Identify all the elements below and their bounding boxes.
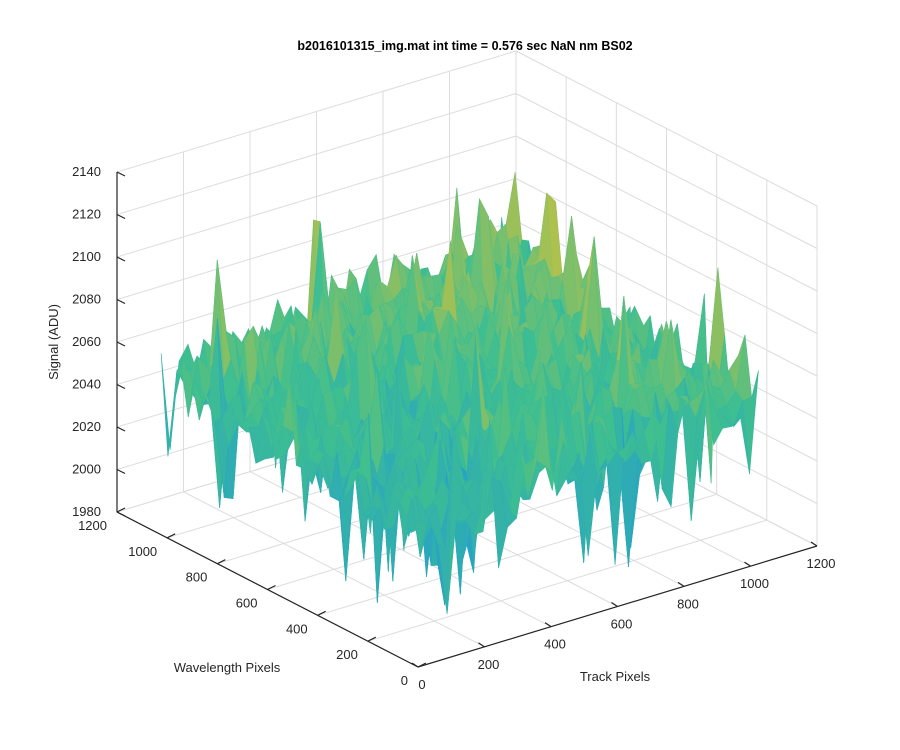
y-tick-label: 800	[186, 570, 208, 585]
x-tick-label: 800	[677, 596, 699, 611]
x-tick-label: 1200	[807, 556, 836, 571]
z-tick-mark	[116, 298, 126, 305]
y-tick-mark	[116, 507, 126, 513]
y-tick-mark	[217, 559, 226, 565]
z-tick-label: 2120	[72, 207, 101, 222]
chart-title: b2016101315_img.mat int time = 0.576 sec…	[297, 39, 632, 53]
y-tick-mark	[317, 610, 326, 616]
z-tick-mark	[116, 213, 126, 220]
z-tick-label: 2000	[72, 462, 101, 477]
z-tick-mark	[116, 426, 126, 432]
y-tick-mark	[417, 662, 427, 668]
x-tick-mark	[677, 581, 685, 587]
y-tick-label: 1200	[78, 518, 107, 533]
grid-line	[367, 519, 767, 642]
y-tick-label: 1000	[128, 544, 157, 559]
z-tick-mark	[116, 511, 126, 517]
z-tick-label: 2040	[72, 377, 101, 392]
z-tick-label: 2060	[72, 334, 101, 349]
x-tick-label: 400	[544, 637, 566, 652]
x-tick-mark	[744, 561, 751, 567]
z-tick-label: 2140	[72, 164, 101, 179]
surface-layer	[160, 172, 759, 614]
x-tick-mark	[611, 602, 618, 607]
x-tick-mark	[810, 541, 818, 547]
x-axis-label: Track Pixels	[580, 669, 651, 684]
y-tick-label: 600	[236, 596, 258, 611]
y-tick-label: 400	[286, 621, 308, 636]
x-tick-label: 1000	[740, 576, 769, 591]
z-tick-label: 2100	[72, 249, 101, 264]
z-tick-label: 2020	[72, 419, 101, 434]
x-tick-mark	[544, 622, 552, 628]
z-tick-mark	[116, 171, 126, 177]
z-axis-label: Signal (ADU)	[46, 304, 61, 380]
y-tick-mark	[367, 636, 377, 642]
x-tick-mark	[411, 662, 419, 668]
ticks-layer: 0 200 400 600 800 1000 1200 0 200 400 600 800 1000 12…	[72, 164, 835, 692]
x-tick-label: 0	[418, 677, 425, 692]
y-tick-mark	[267, 584, 276, 591]
z-tick-mark	[116, 256, 126, 262]
x-tick-label: 600	[611, 617, 633, 632]
z-tick-mark	[116, 468, 126, 475]
y-tick-label: 0	[401, 673, 408, 688]
grid-line	[317, 493, 717, 616]
y-axis-label: Wavelength Pixels	[174, 660, 281, 675]
z-tick-mark	[116, 383, 126, 390]
y-tick-mark	[166, 533, 176, 539]
x-tick-label: 200	[478, 657, 500, 672]
x-tick-mark	[478, 642, 485, 648]
y-tick-label: 200	[336, 647, 358, 662]
z-tick-label: 2080	[72, 292, 101, 307]
z-tick-mark	[116, 341, 126, 347]
surface-patch	[742, 370, 759, 475]
z-tick-label: 1980	[72, 504, 101, 519]
